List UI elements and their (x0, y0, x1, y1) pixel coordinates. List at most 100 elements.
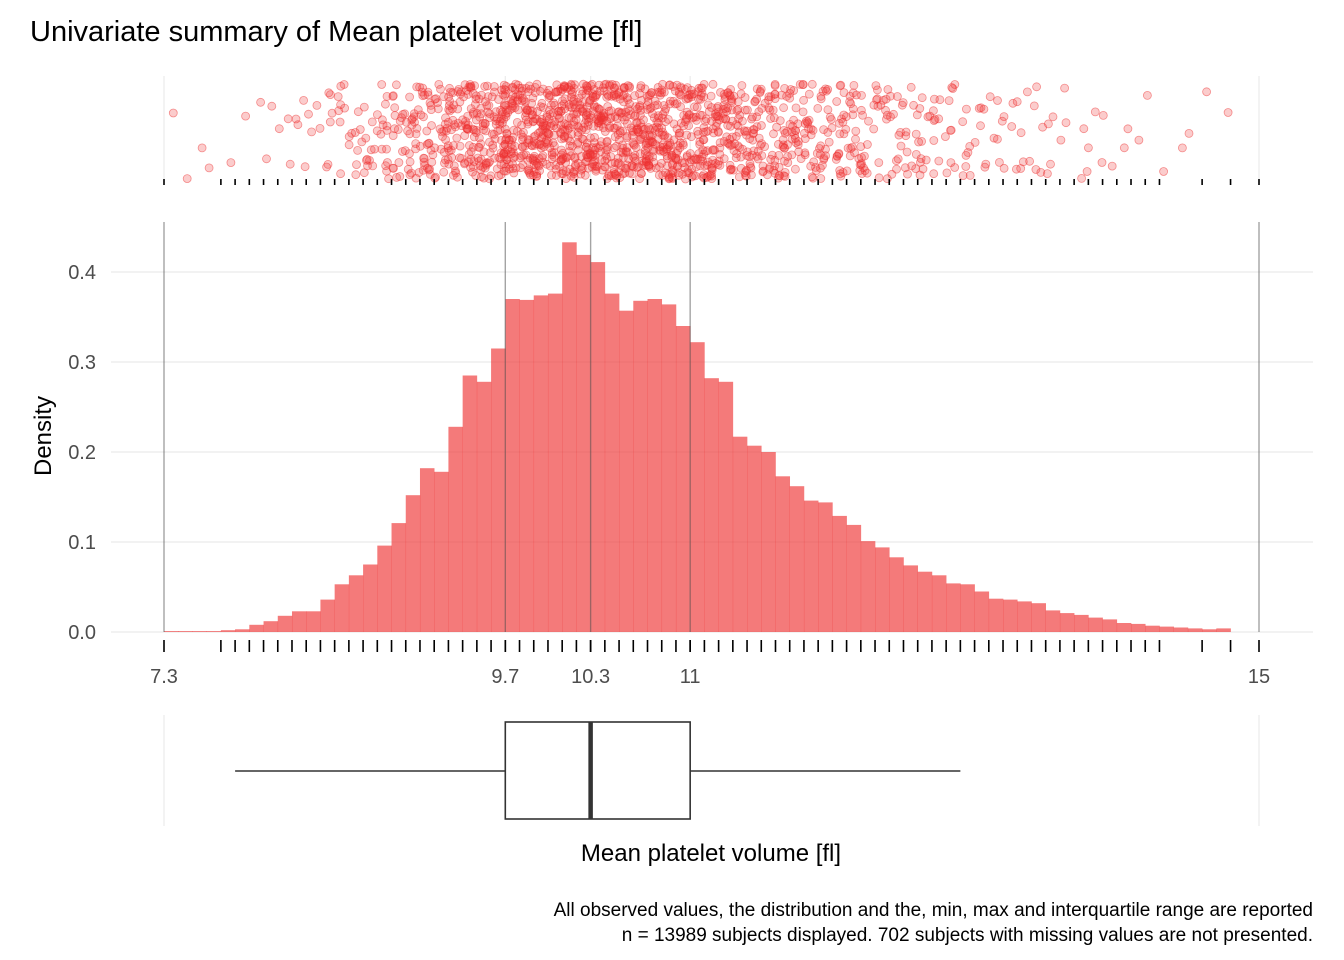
jitter-point (680, 163, 690, 172)
jitter-point (586, 150, 596, 160)
jitter-point (1178, 143, 1187, 153)
jitter-point (816, 94, 826, 104)
jitter-point (965, 170, 975, 180)
jitter-point (519, 127, 528, 137)
jitter-point (535, 117, 545, 127)
jitter-point (366, 145, 376, 155)
jitter-point (1107, 161, 1117, 171)
jitter-point (506, 149, 516, 159)
jitter-point (665, 99, 675, 109)
jitter-point (675, 143, 685, 153)
jitter-point (1079, 124, 1089, 134)
jitter-point (874, 173, 884, 183)
histogram-bar (775, 476, 791, 632)
jitter-point (708, 145, 718, 155)
jitter-point (518, 160, 528, 170)
jitter-point (1097, 158, 1107, 167)
jitter-point (701, 117, 710, 126)
jitter-point (902, 147, 912, 157)
jitter-point (405, 157, 415, 167)
jitter-point (434, 80, 444, 89)
jitter-point (336, 100, 346, 110)
jitter-point (300, 162, 310, 172)
jitter-point (1029, 101, 1039, 111)
jitter-point (505, 164, 514, 174)
jitter-point (757, 121, 766, 130)
jitter-point (714, 156, 724, 166)
jitter-point (832, 151, 842, 161)
jitter-point (530, 88, 540, 98)
jitter-point (665, 140, 675, 150)
jitter-point (886, 91, 895, 101)
jitter-point (633, 104, 642, 114)
jitter-point (603, 102, 613, 111)
jitter-point (859, 163, 868, 173)
jitter-point (747, 114, 756, 124)
y-axis-title: Density (30, 396, 57, 476)
histogram-bar (505, 299, 520, 632)
jitter-point (706, 91, 716, 101)
histogram-bar (661, 304, 677, 632)
jitter-point (757, 104, 767, 113)
y-tick-label: 0.4 (68, 262, 96, 284)
histogram-bar (249, 624, 264, 632)
jitter-point (515, 83, 525, 93)
jitter-point (658, 170, 668, 180)
jitter-point (806, 124, 816, 134)
histogram-bar (604, 293, 620, 632)
jitter-point (970, 137, 980, 147)
jitter-point (563, 133, 573, 143)
jitter-point (847, 142, 857, 152)
jitter-point (845, 91, 855, 101)
jitter-point (901, 127, 911, 137)
jitter-point (463, 124, 473, 133)
histogram-bar (377, 545, 392, 632)
jitter-point (299, 96, 309, 105)
jitter-point (999, 163, 1009, 173)
jitter-point (930, 94, 939, 104)
jitter-point (793, 119, 803, 129)
histogram-bar (1003, 599, 1018, 632)
jitter-point (523, 87, 533, 97)
jitter-point (602, 154, 612, 164)
jitter-point (489, 82, 499, 91)
jitter-point (322, 162, 332, 172)
jitter-point (347, 128, 357, 138)
histogram-bar (875, 547, 890, 632)
jitter-point (912, 110, 922, 120)
jitter-point (791, 164, 800, 174)
jitter-point (323, 159, 333, 169)
jitter-point (450, 122, 460, 132)
jitter-point (929, 169, 939, 179)
histogram-bar (946, 583, 961, 632)
jitter-point (388, 163, 398, 173)
jitter-point (974, 104, 984, 113)
jitter-point (448, 170, 458, 180)
histogram-bar (419, 468, 435, 632)
jitter-point (696, 95, 705, 104)
jitter-point (737, 81, 747, 90)
jitter-point (549, 98, 559, 108)
jitter-point (993, 134, 1002, 144)
jitter-point (477, 90, 486, 100)
jitter-point (816, 141, 826, 151)
jitter-point (333, 92, 343, 101)
jitter-point (798, 107, 808, 117)
jitter-point (746, 163, 756, 173)
jitter-point (989, 133, 999, 143)
histogram-bar (434, 471, 449, 632)
jitter-point (736, 163, 746, 173)
jitter-point (681, 94, 691, 104)
jitter-point (958, 171, 968, 181)
jitter-point (863, 140, 872, 149)
jitter-point (1202, 87, 1211, 97)
jitter-point (336, 169, 346, 179)
jitter-point (573, 121, 583, 131)
jitter-point (513, 105, 523, 115)
y-tick-label: 0.1 (68, 532, 96, 554)
jitter-point (1012, 97, 1022, 107)
jitter-point (917, 136, 926, 146)
jitter-point (562, 153, 571, 163)
jitter-point (824, 137, 834, 147)
